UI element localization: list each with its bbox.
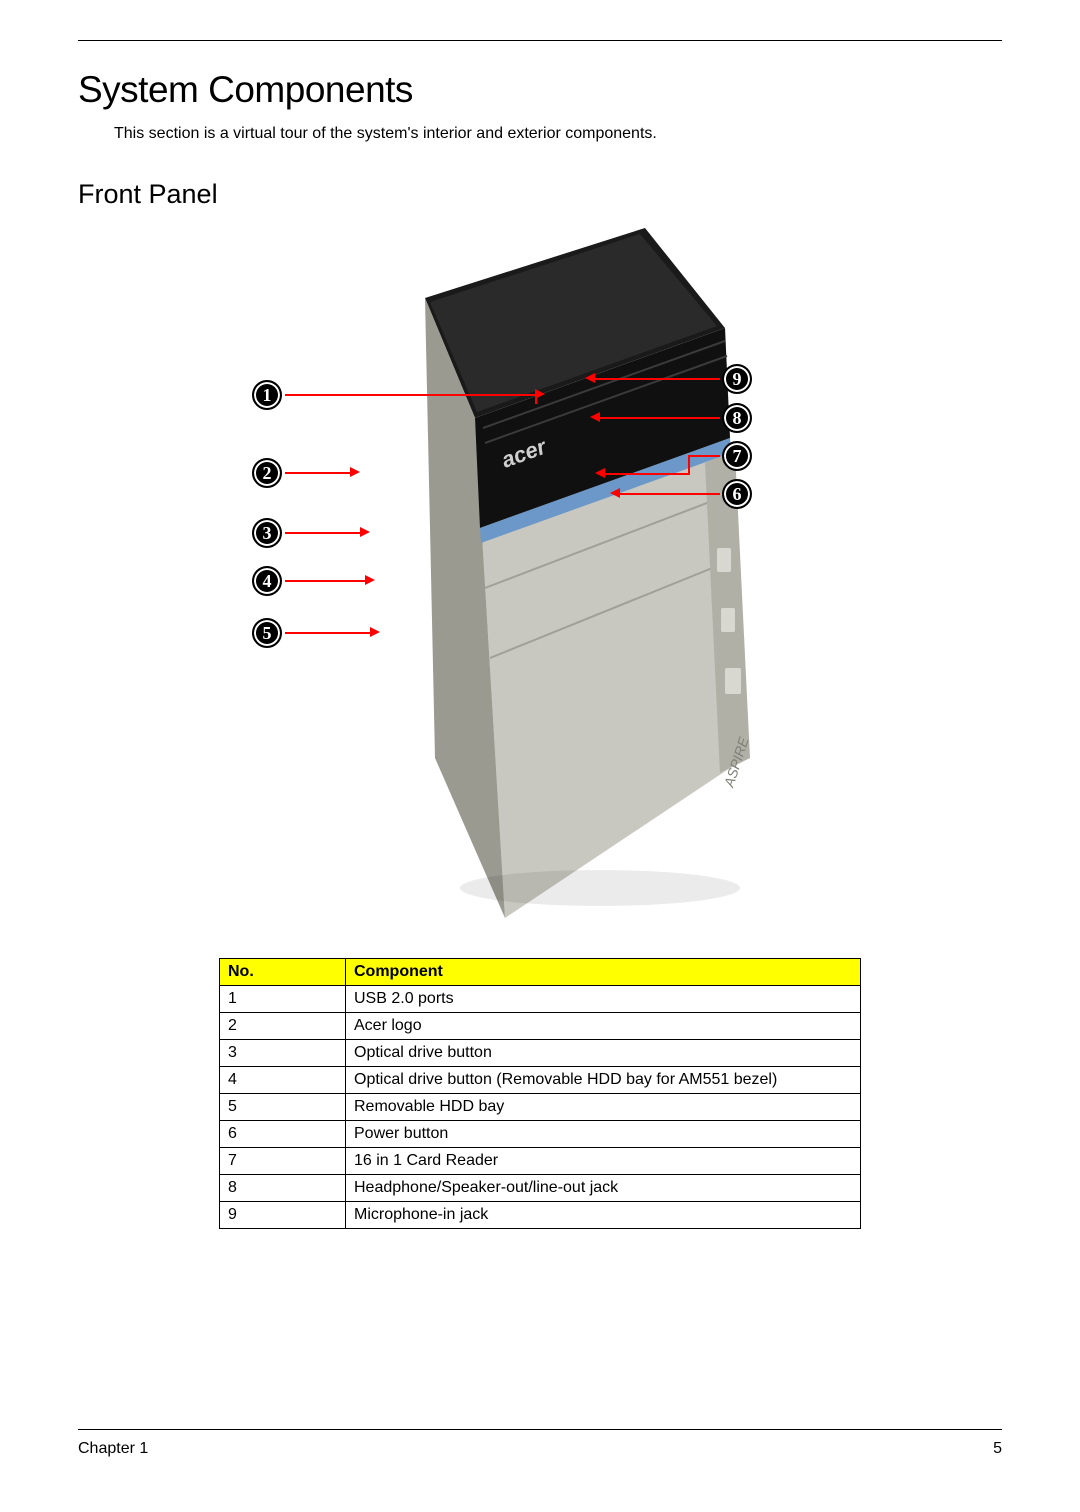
cell-no: 8 xyxy=(220,1175,346,1202)
callout-3: 3 xyxy=(252,518,282,548)
cell-component: 16 in 1 Card Reader xyxy=(346,1148,861,1175)
section-subhead: Front Panel xyxy=(78,179,1002,210)
cell-component: Acer logo xyxy=(346,1013,861,1040)
table-row: 1USB 2.0 ports xyxy=(220,986,861,1013)
intro-text: This section is a virtual tour of the sy… xyxy=(114,125,1002,143)
cell-no: 4 xyxy=(220,1067,346,1094)
cell-component: Optical drive button xyxy=(346,1040,861,1067)
callout-6: 6 xyxy=(722,479,752,509)
callout-2: 2 xyxy=(252,458,282,488)
table-header-component: Component xyxy=(346,959,861,986)
table-row: 6Power button xyxy=(220,1121,861,1148)
callout-5: 5 xyxy=(252,618,282,648)
cell-component: Optical drive button (Removable HDD bay … xyxy=(346,1067,861,1094)
cell-no: 1 xyxy=(220,986,346,1013)
table-row: 8Headphone/Speaker-out/line-out jack xyxy=(220,1175,861,1202)
table-row: 3Optical drive button xyxy=(220,1040,861,1067)
cell-no: 6 xyxy=(220,1121,346,1148)
cell-component: Power button xyxy=(346,1121,861,1148)
cell-component: Microphone-in jack xyxy=(346,1202,861,1229)
cell-component: USB 2.0 ports xyxy=(346,986,861,1013)
callout-8: 8 xyxy=(722,403,752,433)
cell-component: Headphone/Speaker-out/line-out jack xyxy=(346,1175,861,1202)
table-row: 5Removable HDD bay xyxy=(220,1094,861,1121)
cell-no: 2 xyxy=(220,1013,346,1040)
cell-no: 7 xyxy=(220,1148,346,1175)
callout-4: 4 xyxy=(252,566,282,596)
components-table: No.Component 1USB 2.0 ports2Acer logo3Op… xyxy=(219,958,861,1229)
cell-no: 5 xyxy=(220,1094,346,1121)
callout-1: 1 xyxy=(252,380,282,410)
table-header-no-: No. xyxy=(220,959,346,986)
table-row: 4Optical drive button (Removable HDD bay… xyxy=(220,1067,861,1094)
front-panel-figure: acer ASPIRE 1 2 3 4 5 9 8 7 6 xyxy=(190,228,890,928)
cell-component: Removable HDD bay xyxy=(346,1094,861,1121)
footer-page-number: 5 xyxy=(993,1440,1002,1458)
callout-7: 7 xyxy=(722,441,752,471)
tower-illustration: acer ASPIRE xyxy=(345,228,765,928)
callout-9: 9 xyxy=(722,364,752,394)
footer-chapter: Chapter 1 xyxy=(78,1440,148,1458)
page-title: System Components xyxy=(78,69,1002,111)
cell-no: 3 xyxy=(220,1040,346,1067)
cell-no: 9 xyxy=(220,1202,346,1229)
table-row: 716 in 1 Card Reader xyxy=(220,1148,861,1175)
page-footer: Chapter 1 5 xyxy=(78,1429,1002,1458)
table-row: 9Microphone-in jack xyxy=(220,1202,861,1229)
table-row: 2Acer logo xyxy=(220,1013,861,1040)
